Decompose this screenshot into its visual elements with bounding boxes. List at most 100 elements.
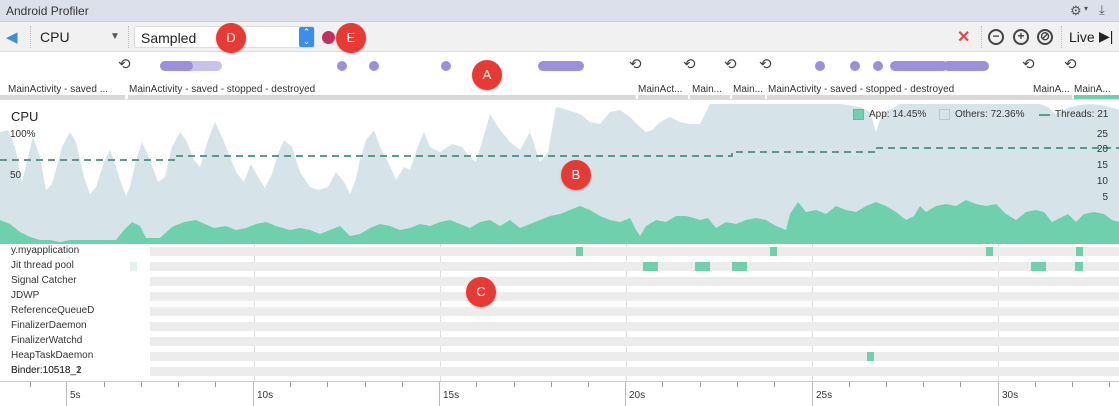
touch-event-dot[interactable] bbox=[337, 61, 347, 71]
thread-list: y.myapplication Jit thread pool Signal C… bbox=[0, 244, 1119, 381]
thread-running-block bbox=[1031, 262, 1046, 271]
y-axis-label-100: 100% bbox=[10, 129, 36, 140]
touch-event-cluster[interactable] bbox=[538, 61, 584, 71]
activity-label[interactable]: Main... bbox=[692, 84, 723, 95]
threads-axis-label: 15 bbox=[1096, 160, 1108, 171]
thread-row[interactable]: Binder:10518_2 bbox=[0, 364, 1119, 379]
thread-name: Binder:10518_2 bbox=[11, 365, 82, 376]
thread-state-track bbox=[150, 337, 1119, 346]
rotation-icon[interactable]: ⟲ bbox=[1022, 56, 1035, 73]
stop-session-button[interactable]: ✕ bbox=[957, 29, 971, 46]
chevron-down-icon[interactable]: ▾ bbox=[1084, 4, 1089, 13]
callout-d: D bbox=[216, 23, 246, 53]
rotation-icon[interactable]: ⟲ bbox=[629, 56, 642, 73]
axis-tick bbox=[30, 382, 31, 387]
activity-label[interactable]: MainA... bbox=[1074, 84, 1111, 95]
activity-bar bbox=[128, 95, 636, 99]
axis-label: 20s bbox=[629, 390, 646, 401]
callout-b: B bbox=[561, 160, 591, 190]
cpu-usage-chart[interactable]: CPU 100% 50 25 20 15 10 5 App: 14.45% Ot… bbox=[0, 102, 1119, 244]
rotation-icon[interactable]: ⟲ bbox=[759, 56, 772, 73]
thread-row[interactable]: ReferenceQueueD bbox=[0, 304, 1119, 319]
axis-tick bbox=[886, 382, 887, 387]
jump-to-live-icon[interactable]: ▶| bbox=[1099, 28, 1114, 44]
thread-running-block bbox=[695, 262, 710, 271]
reset-zoom-button[interactable]: ⊘ bbox=[1037, 29, 1053, 45]
profiler-select[interactable]: CPU bbox=[40, 29, 70, 45]
activity-label[interactable]: MainA... bbox=[1033, 84, 1070, 95]
axis-tick bbox=[402, 382, 403, 387]
activity-label[interactable]: MainAct... bbox=[638, 84, 683, 95]
thread-row[interactable]: Signal Catcher bbox=[0, 274, 1119, 289]
touch-event-cluster[interactable] bbox=[890, 61, 948, 71]
axis-tick bbox=[662, 382, 663, 387]
axis-label: 10s bbox=[257, 390, 274, 401]
up-down-chevron-icon[interactable]: ⌃ ⌄ bbox=[299, 27, 314, 47]
touch-event-dot[interactable] bbox=[850, 61, 860, 71]
thread-row[interactable]: HeapTaskDaemon bbox=[0, 349, 1119, 364]
threads-axis-label: 10 bbox=[1096, 176, 1108, 187]
legend-others-label: Others: 72.36% bbox=[955, 109, 1025, 120]
activity-bar bbox=[732, 95, 765, 99]
thread-row[interactable]: FinalizerWatchd bbox=[0, 334, 1119, 349]
activity-label[interactable]: MainActivity - saved - stopped - destroy… bbox=[768, 84, 955, 95]
thread-running-block bbox=[867, 352, 874, 361]
event-timeline: ⟲ ⟲ ⟲ ⟲ ⟲ ⟲ ⟲ MainActivity - saved ... M… bbox=[0, 53, 1119, 100]
rotation-icon[interactable]: ⟲ bbox=[724, 56, 737, 73]
thread-row[interactable]: Jit thread pool bbox=[0, 259, 1119, 274]
touch-event-dot[interactable] bbox=[873, 61, 883, 71]
thread-row[interactable]: JDWP bbox=[0, 289, 1119, 304]
axis-tick bbox=[178, 382, 179, 387]
activity-bar-current bbox=[1074, 95, 1119, 99]
legend-app: App: 14.45% bbox=[853, 109, 926, 120]
window-title: Android Profiler bbox=[6, 4, 89, 18]
axis-tick bbox=[588, 382, 589, 387]
toolbar-divider bbox=[30, 26, 31, 48]
time-axis[interactable]: 5s 10s 15s 20s 25s 30s bbox=[0, 381, 1119, 406]
touch-event-cluster[interactable] bbox=[160, 61, 193, 71]
touch-event-dot[interactable] bbox=[369, 61, 379, 71]
axis-label: 30s bbox=[1002, 390, 1019, 401]
axis-tick bbox=[439, 382, 440, 406]
thread-state-track bbox=[150, 277, 1119, 286]
thread-row[interactable]: FinalizerDaemon bbox=[0, 319, 1119, 334]
rotation-icon[interactable]: ⟲ bbox=[118, 56, 131, 73]
record-button[interactable] bbox=[322, 31, 335, 44]
toolbar-divider bbox=[1061, 26, 1062, 48]
legend-app-label: App: 14.45% bbox=[869, 109, 927, 120]
chart-title: CPU bbox=[11, 109, 39, 124]
axis-tick bbox=[960, 382, 961, 387]
thread-running-block bbox=[1076, 247, 1083, 256]
zoom-in-button[interactable]: + bbox=[1013, 29, 1029, 45]
live-button[interactable]: Live bbox=[1069, 29, 1095, 45]
back-arrow-icon[interactable]: ◀ bbox=[6, 29, 18, 46]
thread-row[interactable]: y.myapplication bbox=[0, 244, 1119, 259]
activity-label[interactable]: Main... bbox=[733, 84, 764, 95]
activity-label[interactable]: MainActivity - saved ... bbox=[8, 84, 109, 95]
gear-icon[interactable]: ⚙ bbox=[1070, 3, 1082, 18]
thread-state-track bbox=[150, 307, 1119, 316]
activity-label[interactable]: MainActivity - saved - stopped - destroy… bbox=[129, 84, 316, 95]
axis-tick bbox=[774, 382, 775, 387]
cpu-area-graph bbox=[0, 104, 1119, 244]
axis-tick bbox=[514, 382, 515, 387]
axis-tick bbox=[290, 382, 291, 387]
touch-event-cluster[interactable] bbox=[943, 61, 989, 71]
touch-event-dot[interactable] bbox=[815, 61, 825, 71]
thread-name: Binder:10518_1 bbox=[11, 365, 82, 376]
rotation-icon[interactable]: ⟲ bbox=[1064, 56, 1077, 73]
activity-bar bbox=[767, 95, 1036, 99]
zoom-out-button[interactable]: − bbox=[988, 29, 1004, 45]
thread-running-block bbox=[986, 247, 993, 256]
dashed-line-icon bbox=[1039, 113, 1050, 116]
toolbar: ◀ CPU ▼ Sampled ⌃ ⌄ ✕ − + ⊘ Live ▶| bbox=[0, 22, 1119, 52]
callout-e: E bbox=[336, 23, 366, 53]
app-swatch-icon bbox=[853, 109, 864, 120]
thread-running-block bbox=[576, 247, 583, 256]
axis-tick bbox=[476, 382, 477, 387]
touch-event-dot[interactable] bbox=[441, 61, 451, 71]
rotation-icon[interactable]: ⟲ bbox=[683, 56, 696, 73]
hide-panel-icon[interactable]: ⤓ bbox=[1099, 2, 1105, 17]
chevron-down-icon[interactable]: ▼ bbox=[110, 31, 120, 42]
thread-running-block bbox=[732, 262, 747, 271]
